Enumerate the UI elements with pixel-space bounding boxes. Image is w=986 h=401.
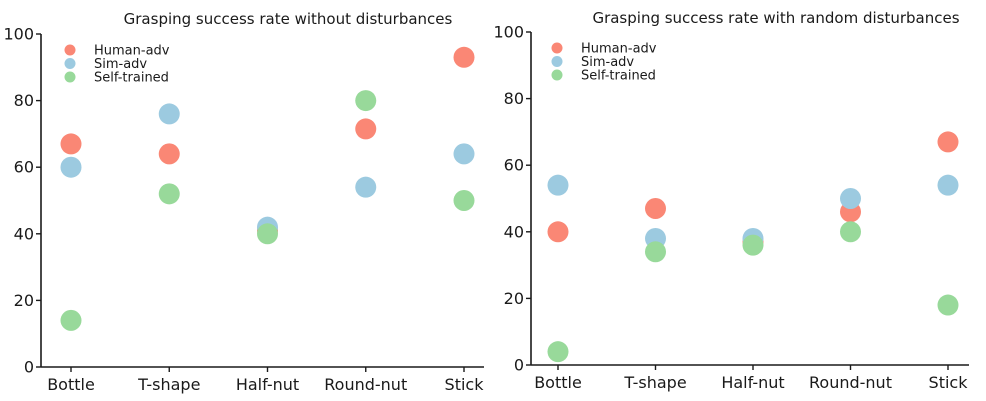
data-point	[158, 183, 180, 205]
chart-with-random-disturbances: Grasping success rate with random distur…	[493, 9, 969, 392]
data-point	[355, 176, 377, 198]
data-point	[547, 221, 569, 243]
data-point	[355, 118, 377, 140]
legend-marker	[64, 58, 76, 69]
data-point	[158, 103, 180, 125]
legend-marker	[551, 69, 563, 81]
data-point	[645, 241, 666, 263]
legend-label: Human-adv	[581, 42, 657, 57]
data-point	[645, 197, 666, 219]
chart-without-disturbances: Grasping success rate without disturbanc…	[3, 10, 484, 394]
legend-label: Self-trained	[581, 69, 656, 84]
data-point	[547, 341, 569, 363]
x-tick-label: Half-nut	[236, 375, 299, 394]
data-point	[742, 234, 764, 256]
data-point	[60, 133, 82, 155]
x-tick-label: Stick	[929, 373, 969, 392]
data-point	[840, 221, 861, 243]
legend-marker	[551, 42, 563, 54]
x-tick-label: T-shape	[623, 373, 686, 392]
legend-label: Sim-adv	[581, 55, 634, 70]
y-tick-label: 40	[14, 224, 34, 243]
legend-label: Human-adv	[94, 44, 170, 59]
data-point	[547, 174, 569, 196]
data-point	[453, 190, 475, 211]
y-tick-label: 80	[14, 91, 34, 110]
y-tick-label: 60	[504, 156, 524, 175]
y-tick-label: 80	[504, 89, 524, 108]
y-tick-label: 40	[504, 222, 524, 241]
data-point	[355, 90, 377, 112]
y-tick-label: 20	[504, 289, 524, 308]
x-tick-label: Bottle	[534, 373, 582, 392]
chart-title: Grasping success rate with random distur…	[592, 9, 959, 27]
data-point	[937, 174, 959, 196]
data-point	[453, 143, 475, 165]
x-tick-label: Round-nut	[809, 373, 892, 392]
data-point	[257, 223, 278, 245]
legend-label: Sim-adv	[94, 57, 147, 72]
data-point	[840, 188, 861, 209]
x-tick-label: Stick	[445, 375, 485, 394]
y-tick-label: 100	[493, 23, 524, 42]
x-tick-label: T-shape	[137, 375, 200, 394]
legend-marker	[551, 56, 563, 67]
data-point	[158, 143, 180, 165]
data-point	[60, 309, 82, 331]
data-point	[937, 294, 959, 316]
legend-marker	[64, 44, 76, 56]
x-tick-label: Round-nut	[324, 375, 407, 394]
legend-label: Self-trained	[94, 71, 169, 86]
y-tick-label: 60	[14, 158, 34, 177]
data-point	[937, 131, 959, 153]
y-tick-label: 0	[24, 358, 34, 377]
chart-title: Grasping success rate without disturbanc…	[124, 10, 453, 28]
data-point	[453, 46, 475, 68]
x-tick-label: Half-nut	[721, 373, 784, 392]
y-tick-label: 100	[3, 25, 34, 44]
y-tick-label: 20	[14, 291, 34, 310]
y-tick-label: 0	[514, 356, 524, 375]
data-point	[60, 156, 82, 178]
legend-marker	[64, 71, 76, 83]
x-tick-label: Bottle	[47, 375, 95, 394]
